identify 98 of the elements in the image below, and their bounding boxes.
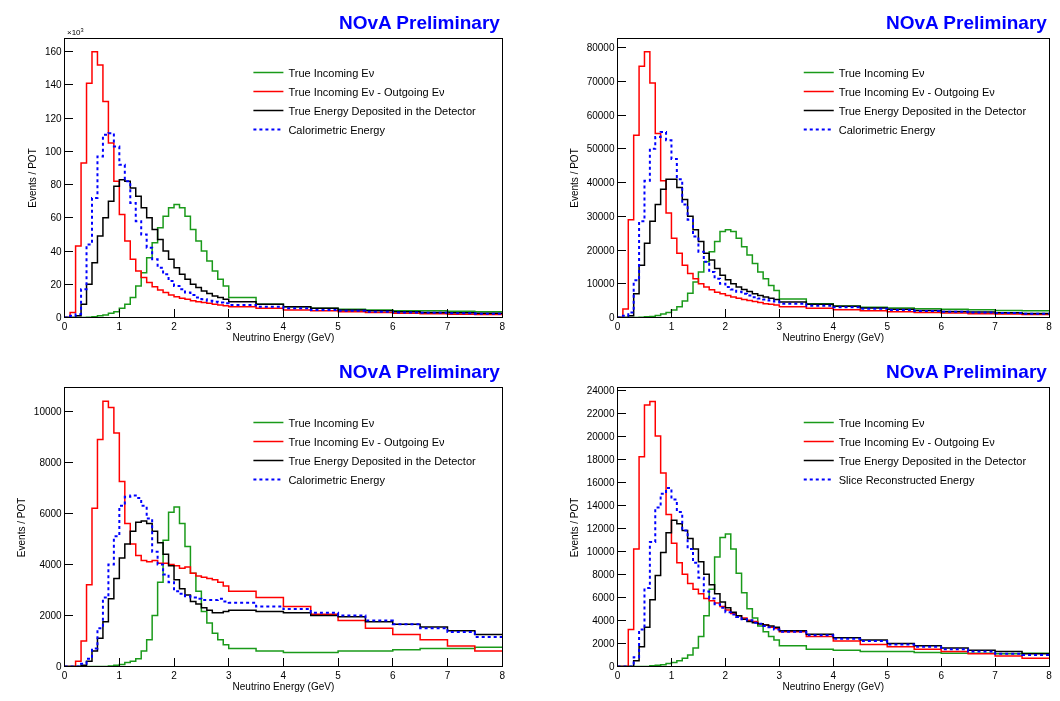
x-tick-label: 2 [171,670,178,682]
legend-label: True Energy Deposited in the Detector [838,454,1027,467]
y-tick-label: 70000 [586,75,615,87]
y-tick-label: 30000 [586,210,615,222]
y-tick-label: 12000 [586,522,615,534]
legend-label: True Incoming Eν - Outgoing Eν [288,435,446,448]
chart-title: NOvA Preliminary [886,361,1048,382]
x-tick-label: 3 [776,321,783,333]
y-tick-label: 0 [56,660,63,672]
x-tick-label: 7 [992,670,999,682]
y-tick-label: 8000 [592,568,615,580]
x-tick-label: 2 [171,321,178,333]
y-tick-label: 20000 [586,430,615,442]
legend-label: True Energy Deposited in the Detector [838,104,1027,117]
legend-label: True Incoming Eν - Outgoing Eν [288,85,446,98]
x-tick-label: 7 [444,670,451,682]
y-tick-label: 16000 [586,476,615,488]
x-tick-label: 6 [938,670,945,682]
y-axis-title: Events / POT [15,497,27,558]
legend-label: Calorimetric Energy [288,123,386,136]
y-tick-label: 120 [44,112,63,124]
x-tick-label: 1 [116,670,123,682]
x-tick-label: 8 [499,670,506,682]
y-axis-title: Events / POT [568,497,580,558]
legend-label: Calorimetric Energy [288,473,386,486]
x-tick-label: 5 [335,670,342,682]
y-tick-label: 80 [50,179,63,191]
y-tick-label: 0 [56,311,63,323]
chart-title: NOvA Preliminary [339,12,501,33]
y-tick-label: 20000 [586,244,615,256]
x-tick-label: 3 [225,670,232,682]
y-tick-label: 10000 [586,278,615,290]
y-tick-label: 10000 [586,545,615,557]
y-tick-label: 140 [44,79,63,91]
x-tick-label: 6 [938,321,945,333]
x-tick-label: 4 [280,321,287,333]
y-tick-label: 40000 [586,177,615,189]
text: ×10$^{3}$ [67,27,84,38]
x-tick-label: 8 [499,321,506,333]
x-tick-label: 1 [116,321,123,333]
x-tick-label: 2 [722,321,729,333]
x-tick-label: 1 [668,321,675,333]
y-tick-label: 6000 [39,507,63,519]
x-tick-label: 4 [830,670,837,682]
y-tick-label: 8000 [39,456,63,468]
x-tick-label: 3 [776,670,783,682]
legend-label: True Incoming Eν [288,66,375,79]
legend-label: True Energy Deposited in the Detector [288,104,477,117]
x-axis-title: Neutrino Energy (GeV) [232,332,335,344]
y-tick-label: 0 [608,660,615,672]
y-tick-label: 24000 [586,384,615,396]
y-tick-label: 20 [50,278,63,290]
x-axis-title: Neutrino Energy (GeV) [232,681,335,693]
x-axis-title: Neutrino Energy (GeV) [782,681,885,693]
x-tick-label: 4 [830,321,837,333]
y-tick-label: 0 [608,311,615,323]
y-tick-label: 160 [44,46,63,58]
y-tick-label: 40 [50,245,63,257]
x-axis-title: Neutrino Energy (GeV) [782,332,885,344]
y-tick-label: 4000 [39,558,63,570]
y-tick-label: 60000 [586,109,615,121]
x-tick-label: 5 [335,321,342,333]
y-tick-label: 4000 [592,614,615,626]
y-tick-label: 14000 [586,499,615,511]
y-tick-label: 22000 [586,407,615,419]
y-tick-label: 6000 [592,591,615,603]
y-tick-label: 60 [50,212,63,224]
x-tick-label: 1 [668,670,675,682]
y-tick-label: 80000 [586,42,615,54]
legend-label: True Incoming Eν [838,66,926,79]
x-tick-label: 6 [390,321,396,333]
y-axis-title: Events / POT [26,148,38,208]
y-axis-title: Events / POT [568,148,580,208]
x-tick-label: 2 [722,670,729,682]
y-tick-label: 2000 [592,637,615,649]
x-tick-label: 3 [225,321,232,333]
x-tick-label: 8 [1046,670,1053,682]
y-tick-label: 10000 [33,405,63,417]
chart-title: NOvA Preliminary [886,12,1048,33]
x-tick-label: 4 [280,670,287,682]
x-tick-label: 5 [884,670,891,682]
y-tick-label: 18000 [586,453,615,465]
legend-label: Slice Reconstructed Energy [838,473,975,486]
legend-label: True Incoming Eν - Outgoing Eν [838,435,996,448]
chart-title: NOvA Preliminary [339,361,501,382]
legend-label: True Energy Deposited in the Detector [288,454,477,467]
y-tick-label: 2000 [39,609,63,621]
x-tick-label: 7 [992,321,999,333]
y-tick-label: 50000 [586,143,615,155]
legend-label: True Incoming Eν [288,416,375,429]
x-tick-label: 7 [444,321,451,333]
x-tick-label: 8 [1046,321,1053,333]
x-tick-label: 5 [884,321,891,333]
legend-label: True Incoming Eν [838,416,926,429]
y-tick-label: 100 [44,145,63,157]
x-tick-label: 6 [390,670,396,682]
legend-label: Calorimetric Energy [838,123,936,136]
legend-label: True Incoming Eν - Outgoing Eν [838,85,996,98]
